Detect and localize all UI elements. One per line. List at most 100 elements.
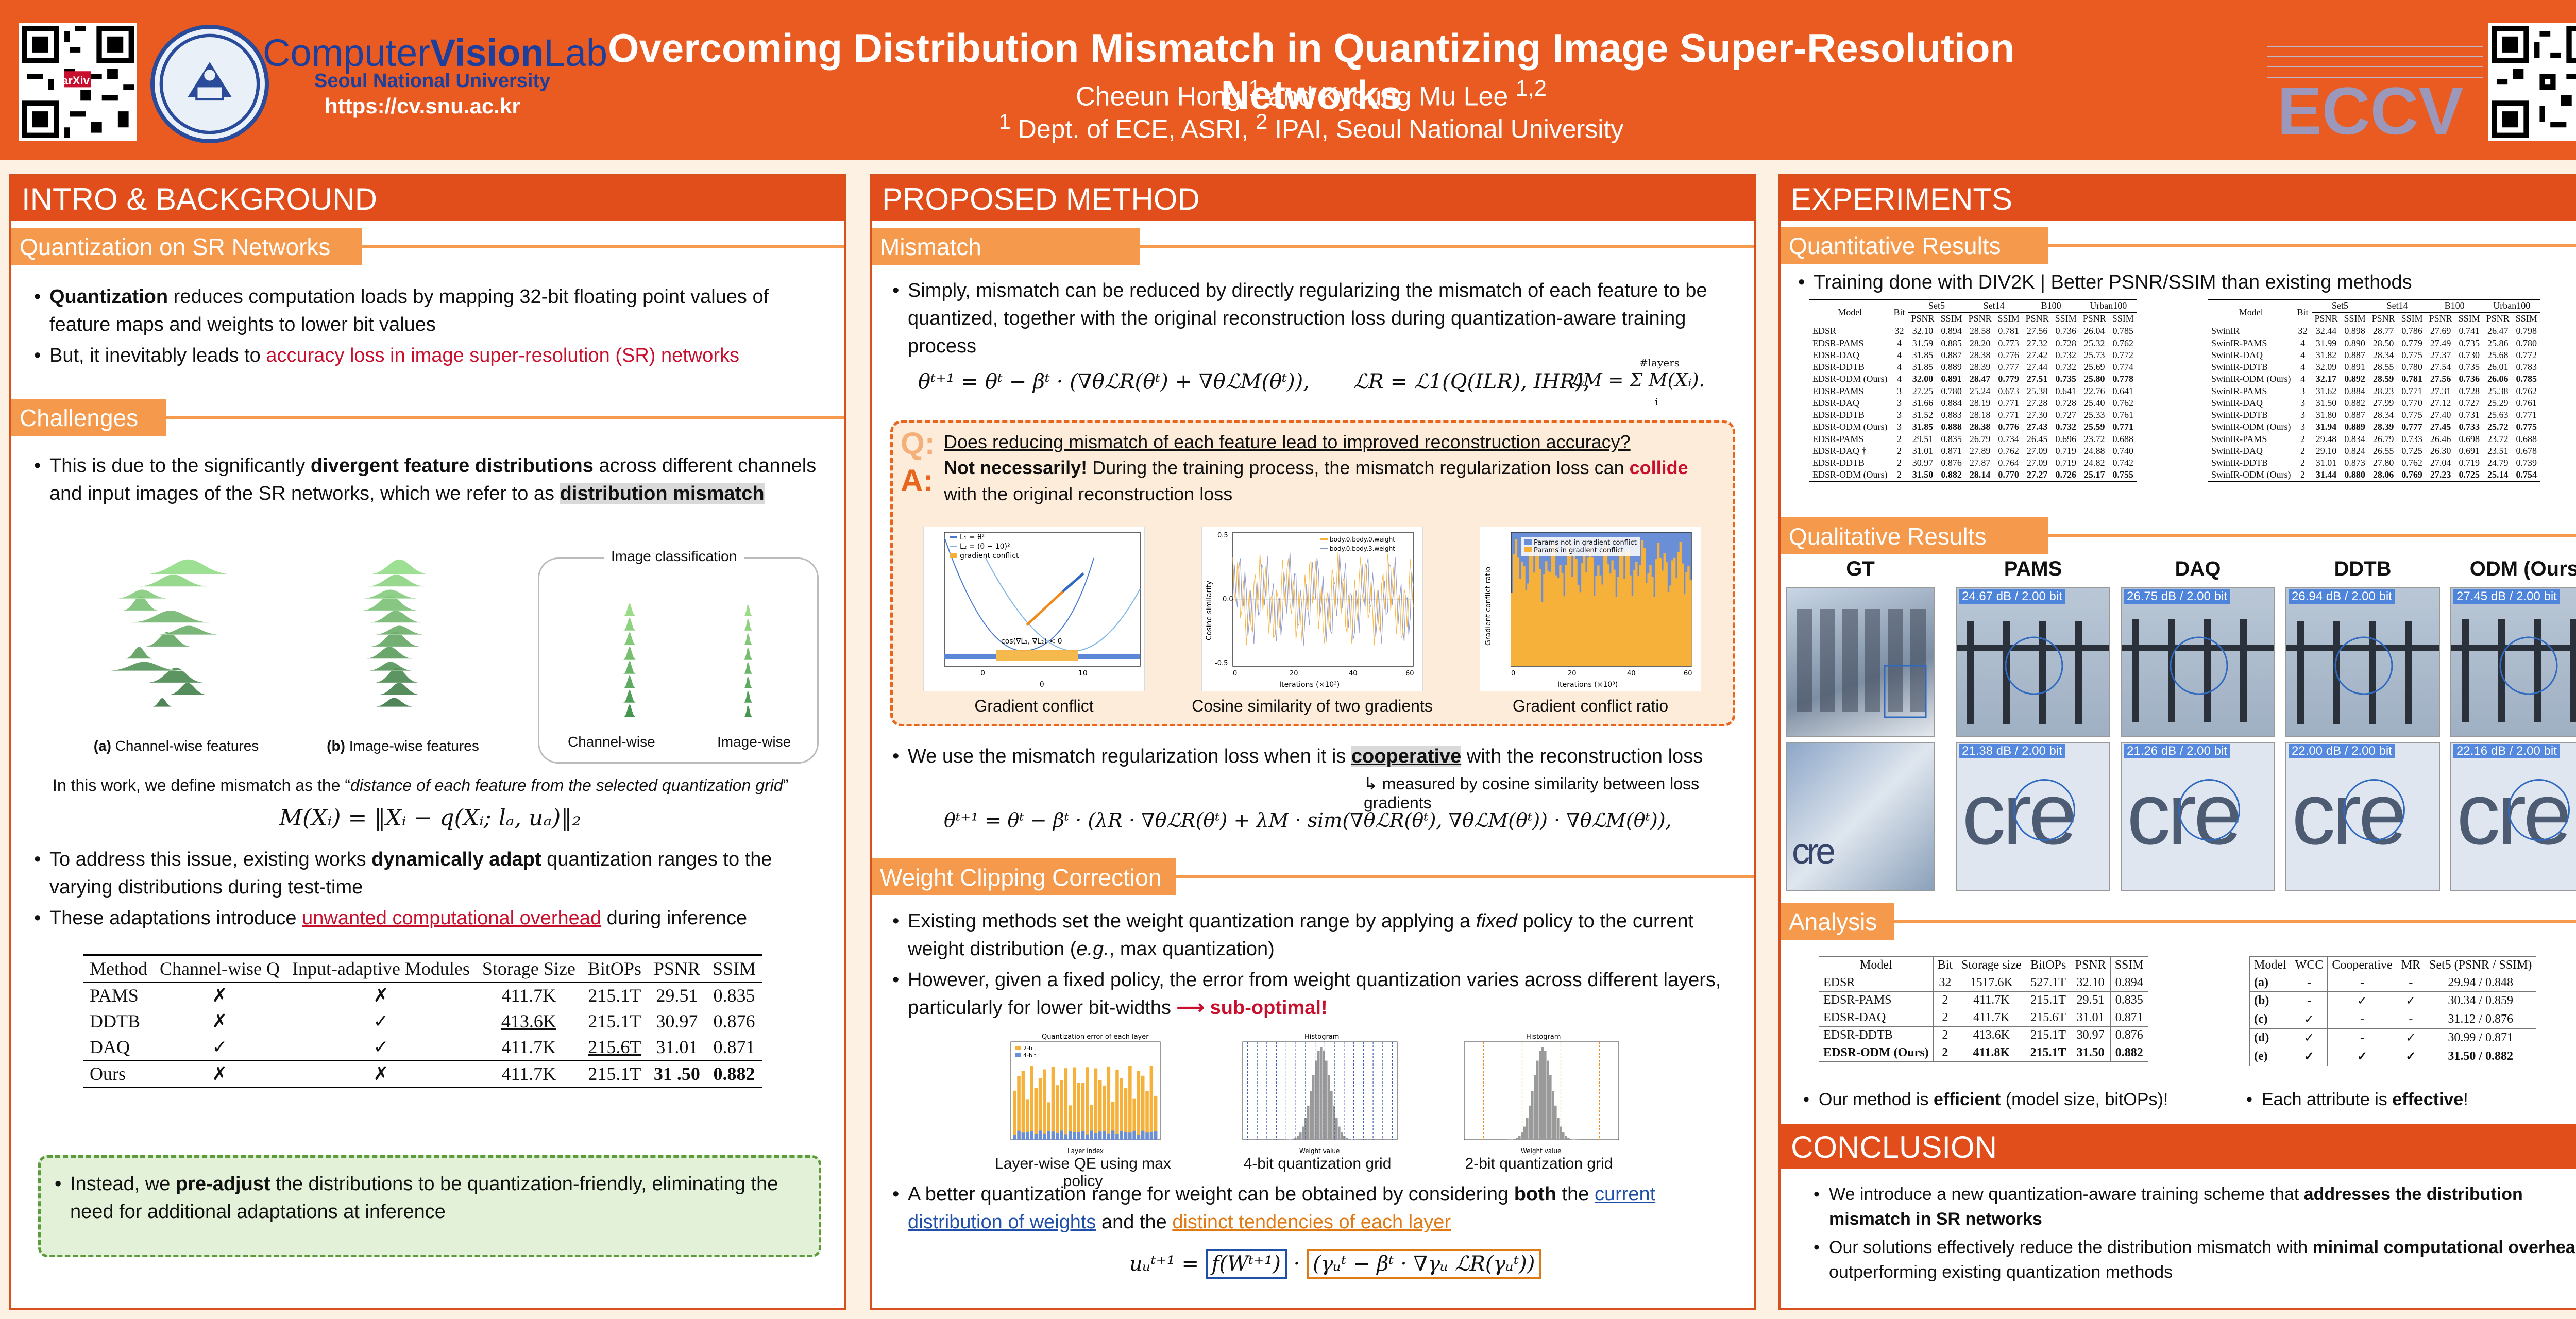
table-cell: 3 (2300, 386, 2305, 396)
table-cell: - (2327, 974, 2397, 992)
project-qr-code[interactable] (2488, 23, 2576, 141)
column-header: MR (2396, 956, 2426, 974)
qualitative-column-label: DAQ (2175, 557, 2221, 580)
distribution-curve (578, 603, 681, 617)
table-cell: 0.732 (2055, 362, 2076, 372)
table-cell: SwinIR-DDTB (2211, 362, 2268, 372)
table-cell: 2 (2300, 469, 2305, 480)
column-header: PSNR (653, 958, 700, 979)
arxiv-qr-code[interactable] (19, 23, 137, 141)
qe-bar-4bit (1034, 1134, 1038, 1140)
conflict-bar (1677, 552, 1680, 666)
list-item: A better quantization range for weight c… (890, 1181, 1735, 1237)
section-heading: Quantitative Results (1781, 227, 2048, 264)
table-cell: 0.719 (2459, 458, 2480, 468)
table-cell: 25.29 (2487, 398, 2509, 408)
qe-bar-4bit (1132, 1130, 1136, 1140)
table-cell: 27.54 (2430, 362, 2451, 372)
table-cell: 23.72 (2487, 434, 2509, 444)
section-rule (362, 245, 844, 248)
distribution-curve (89, 661, 253, 671)
table-cell: 26.55 (2372, 446, 2394, 456)
table-cell: 0.824 (2344, 446, 2365, 456)
column-header: PSNR (2082, 313, 2106, 324)
table-cell: ✓ (212, 1037, 228, 1057)
distribution-curve (320, 589, 485, 599)
question-text: Does reducing mismatch of each feature l… (944, 431, 1631, 452)
cosine-note: ↳ measured by cosine similarity between … (1364, 774, 1700, 812)
table-cell: 27.87 (1969, 458, 1991, 468)
table-cell: 28.34 (2372, 410, 2394, 420)
table-row: EDSR-DDTB 3 31.52 0.883 28.18 0.771 27.30 0.727… (1809, 409, 2137, 421)
table-cell: 0.776 (1998, 421, 2019, 432)
ratio-legend: Params not in gradient conflict Params i… (1521, 537, 1640, 556)
table-row: EDSR-ODM (Ours) 2 31.50 0.882 28.14 0.770 27.2… (1809, 469, 2137, 481)
qe-bar-2bit (1030, 1066, 1033, 1140)
table-cell: 25.80 (2083, 374, 2105, 384)
sum-lower-limit: i (1655, 396, 1658, 408)
qe-bar-4bit (1149, 1131, 1154, 1140)
distribution-curve (697, 689, 800, 703)
table-cell: 0.740 (2112, 446, 2134, 456)
table-cell: 0.785 (2516, 374, 2537, 384)
column-header: Set5 (PSNR / SSIM) (2424, 956, 2537, 974)
column-header: PSNR (2070, 956, 2111, 974)
column-header: PSNR (2025, 313, 2049, 324)
column-header: Model (2249, 956, 2291, 974)
psnr-bit-tag: 24.67 dB / 2.00 bit (1959, 589, 2065, 604)
histogram-bar (1338, 1126, 1341, 1140)
swinir-results-table: Model Bit Set5 Set14 B100 Urban100 PSNR SSIM PSN… (2208, 299, 2540, 482)
qe-bar-2bit (1149, 1066, 1154, 1140)
psnr-bit-tag: 21.26 dB / 2.00 bit (2124, 744, 2230, 758)
conflict-bar (1593, 596, 1596, 666)
qe-bar-4bit (1038, 1130, 1042, 1140)
table-cell: EDSR-DDTB (1819, 1026, 1934, 1044)
table-cell: EDSR-PAMS (1812, 386, 1864, 396)
table-cell: 1517.6K (1957, 974, 2026, 992)
table-cell: 0.725 (2459, 469, 2480, 480)
list-item: These adaptations introduce unwanted com… (32, 905, 825, 933)
table-cell: 27.43 (2026, 421, 2048, 432)
conflict-bar (1635, 562, 1638, 666)
table-row: EDSR-ODM (Ours) 3 31.85 0.888 28.38 0.776 27.4… (1809, 421, 2137, 433)
table-cell: 28.18 (1969, 410, 1991, 420)
qe-bar-4bit (1137, 1135, 1141, 1140)
table-cell: ✓ (2290, 1010, 2328, 1029)
table-cell: 411.7K (501, 1037, 556, 1057)
table-cell: 3 (2300, 421, 2305, 432)
distribution-curve (320, 646, 486, 660)
table-cell: 22.76 (2083, 386, 2105, 396)
table-cell: 32.17 (2315, 374, 2337, 384)
qe-bar-2bit (1064, 1068, 1068, 1140)
a-letter: A: (901, 463, 934, 498)
conflict-bar (1615, 597, 1618, 666)
qe-bar-2bit (1141, 1075, 1145, 1140)
table-cell: 0.775 (2516, 421, 2537, 432)
table-cell: 28.59 (2372, 374, 2394, 384)
lab-url-link[interactable]: https://cv.snu.ac.kr (325, 94, 520, 118)
column-header: Urban100 (2493, 300, 2531, 311)
svg-text:4-bit: 4-bit (1023, 1052, 1037, 1059)
svg-text:Iterations (×10³): Iterations (×10³) (1279, 681, 1340, 689)
svg-text:θ: θ (1040, 681, 1044, 689)
psnr-bit-tag: 22.16 dB / 2.00 bit (2453, 744, 2560, 758)
table-cell: 0.894 (2110, 974, 2148, 992)
table-cell: 25.73 (2083, 350, 2105, 360)
table-cell: 0.894 (1941, 326, 1962, 336)
table-row: EDSR-PAMS 2 29.51 0.835 26.79 0.734 26.45 0.696… (1809, 433, 2137, 446)
conflict-bar (1653, 597, 1656, 666)
table-cell: 32 (2298, 326, 2308, 336)
table-cell: 0.778 (2112, 374, 2134, 384)
table-cell: 28.19 (1969, 398, 1991, 408)
channel-wise-label: Channel-wise (568, 734, 655, 750)
qe-bar-2bit (1098, 1080, 1102, 1140)
conflict-bar (1599, 575, 1602, 666)
table-cell: 0.873 (2344, 458, 2365, 468)
table-cell: 0.786 (2401, 326, 2422, 336)
conflict-bar (1619, 551, 1622, 666)
svg-text:body.0.body.0.weight: body.0.body.0.weight (1330, 536, 1395, 543)
table-cell: 32.10 (2070, 974, 2111, 992)
table-cell: 0.735 (2055, 374, 2076, 384)
conflict-bar (1601, 584, 1604, 666)
table-cell: 0.785 (2112, 326, 2134, 336)
